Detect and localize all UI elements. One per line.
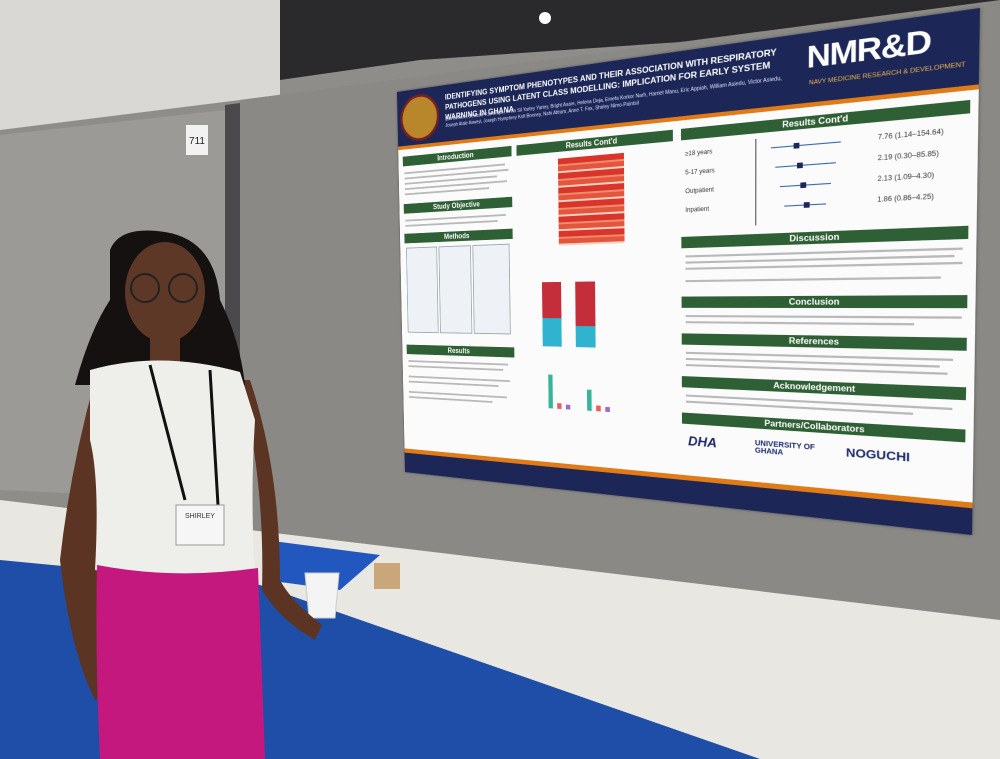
stacked-bar <box>541 281 562 319</box>
forest-point <box>800 182 807 189</box>
cup <box>304 572 340 619</box>
blue-cloth <box>265 540 380 590</box>
forest-estimate: 7.76 (1.14–154.64) <box>877 128 944 142</box>
small-bar <box>557 403 562 410</box>
small-bar <box>596 405 601 412</box>
text-line <box>685 276 941 283</box>
poster: IDENTIFYING SYMPTOM PHENOTYPES AND THEIR… <box>397 7 980 536</box>
badge <box>175 504 225 546</box>
heatmap <box>557 152 625 246</box>
small-bar <box>605 406 610 413</box>
top <box>90 360 255 578</box>
glasses-left <box>130 273 160 303</box>
text-line <box>405 220 498 227</box>
text-line <box>685 315 962 319</box>
small-bar <box>548 374 553 409</box>
text-line <box>409 396 493 403</box>
small-bar <box>586 389 592 411</box>
face <box>125 242 205 342</box>
forest-estimate: 1.86 (0.86–4.25) <box>877 194 934 205</box>
forest-ci <box>770 141 841 149</box>
section-header: Conclusion <box>681 295 968 309</box>
text-line <box>685 321 915 326</box>
booth-number: 711 <box>189 136 205 147</box>
text-line <box>408 365 504 371</box>
glasses-right <box>168 273 198 303</box>
forest-point <box>796 162 803 169</box>
stacked-bar <box>575 325 596 348</box>
methods-box <box>472 243 511 335</box>
forest-label: 5-17 years <box>685 168 715 177</box>
partner-logo: NOGUCHI <box>845 446 911 465</box>
ceiling <box>280 0 1000 80</box>
forest-label: Inpatient <box>685 206 710 215</box>
stacked-bar <box>575 281 596 327</box>
partner-logo: DHA <box>688 433 717 451</box>
section-header: Discussion <box>681 225 969 249</box>
stacked-bar <box>542 318 562 347</box>
section-header: References <box>681 333 967 351</box>
forest-label: Outpatient <box>685 187 714 196</box>
lanyard <box>148 364 220 506</box>
text-line <box>408 380 499 387</box>
section-header: Methods <box>404 228 513 244</box>
forest-estimate: 2.19 (0.30–85.85) <box>877 150 939 163</box>
back-wall <box>0 0 280 130</box>
partner-logo: UNIVERSITY OF GHANA <box>754 439 815 457</box>
cup-2 <box>374 563 400 589</box>
text-line <box>685 400 914 415</box>
ceiling-light <box>539 12 551 24</box>
badge-name: SHIRLEY <box>185 513 215 520</box>
booth-tag <box>186 125 208 155</box>
forest-point <box>793 142 800 149</box>
pants <box>96 565 265 759</box>
neck <box>150 330 180 365</box>
forest-point <box>803 202 810 208</box>
arm-right <box>240 380 322 640</box>
forest-ci <box>775 162 836 168</box>
methods-box <box>438 245 473 334</box>
section-header: Results <box>406 344 515 358</box>
text-line <box>685 261 963 270</box>
section-header: Partners/Collaborators <box>681 412 966 443</box>
small-bar <box>565 404 571 410</box>
text-line <box>408 360 508 366</box>
section-header: Study Objective <box>403 196 513 214</box>
forest-estimate: 2.13 (1.09–4.30) <box>877 172 935 184</box>
forest-label: ≥18 years <box>685 149 713 158</box>
methods-box <box>406 246 439 334</box>
